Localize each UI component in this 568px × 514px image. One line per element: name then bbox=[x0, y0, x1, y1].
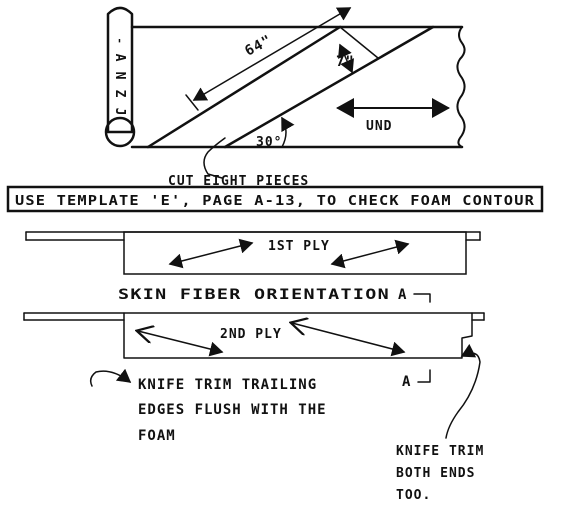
ply-2-label: 2ND PLY bbox=[220, 327, 282, 342]
roll-char-1: A bbox=[112, 54, 127, 63]
roll-prefix: ' bbox=[116, 37, 124, 51]
angle-arc bbox=[281, 116, 295, 148]
section-cut-bottom bbox=[417, 369, 431, 383]
trailing-note-leader bbox=[89, 368, 132, 387]
ply-2-fiber-arrow-right bbox=[292, 323, 404, 352]
ply-2-box bbox=[123, 312, 473, 359]
ply-1-box bbox=[123, 231, 467, 275]
angle-label: 30° bbox=[256, 135, 282, 150]
section-title: SKIN FIBER ORIENTATION bbox=[118, 287, 390, 303]
section-title-group: SKIN FIBER ORIENTATION A bbox=[118, 287, 431, 303]
roll-char-4: J bbox=[112, 108, 127, 117]
cut-note: CUT EIGHT PIECES bbox=[168, 137, 309, 189]
ends-note-leader bbox=[445, 343, 481, 439]
ends-note-line-1: KNIFE TRIM bbox=[396, 444, 484, 459]
trailing-edge-note: KNIFE TRIM TRAILING EDGES FLUSH WITH THE… bbox=[89, 368, 327, 444]
cut-note-leader bbox=[203, 137, 226, 179]
roll-char-2: N bbox=[112, 72, 127, 81]
ply-1-section: 1ST PLY bbox=[25, 231, 481, 275]
angle-dimension: 30° bbox=[256, 116, 295, 150]
cut-note-text: CUT EIGHT PIECES bbox=[168, 174, 309, 189]
length-ext-left bbox=[185, 94, 199, 111]
fabric-roll: ' A N Z J bbox=[104, 6, 136, 148]
trailing-note-line-3: FOAM bbox=[138, 428, 176, 444]
length-dimension-line bbox=[192, 7, 352, 101]
width-dimension: 7" bbox=[336, 43, 355, 74]
roll-char-3: Z bbox=[112, 90, 127, 99]
fabric-sheet bbox=[130, 25, 466, 149]
direction-label: UND bbox=[366, 119, 392, 134]
ply-1-label: 1ST PLY bbox=[268, 239, 330, 254]
trailing-note-line-1: KNIFE TRIM TRAILING bbox=[138, 377, 317, 393]
section-cut-top bbox=[413, 293, 431, 303]
width-dimension-line bbox=[338, 43, 354, 74]
section-marker-bottom: A bbox=[402, 374, 411, 390]
ends-note-line-2: BOTH ENDS bbox=[396, 466, 475, 481]
template-note-box bbox=[6, 185, 544, 213]
ply-2-fiber-arrow-left bbox=[138, 331, 222, 352]
ends-note-line-3: TOO. bbox=[396, 488, 431, 503]
section-marker-top: A bbox=[398, 287, 407, 303]
length-dimension: 64" bbox=[192, 7, 352, 101]
template-note: USE TEMPLATE 'E', PAGE A-13, TO CHECK FO… bbox=[6, 185, 544, 213]
template-note-text: USE TEMPLATE 'E', PAGE A-13, TO CHECK FO… bbox=[15, 194, 535, 209]
ply-1-fiber-arrow-right bbox=[330, 239, 410, 269]
direction-indicator: UND bbox=[336, 98, 450, 134]
width-label: 7" bbox=[336, 54, 355, 70]
ends-note: KNIFE TRIM BOTH ENDS TOO. bbox=[396, 343, 484, 503]
ply-1-fiber-arrow-left bbox=[168, 238, 254, 269]
trailing-note-line-2: EDGES FLUSH WITH THE bbox=[138, 402, 327, 418]
